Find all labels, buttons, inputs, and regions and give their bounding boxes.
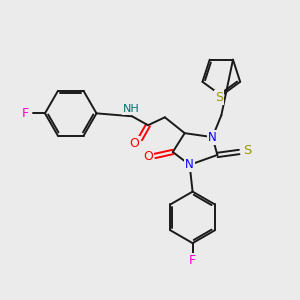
Text: N: N xyxy=(185,158,194,171)
Text: NH: NH xyxy=(123,104,140,114)
Text: O: O xyxy=(143,150,153,164)
Text: S: S xyxy=(243,145,251,158)
Text: F: F xyxy=(22,107,29,120)
Text: S: S xyxy=(215,91,223,104)
Text: O: O xyxy=(129,136,139,150)
Text: N: N xyxy=(208,130,217,144)
Text: F: F xyxy=(189,254,196,268)
